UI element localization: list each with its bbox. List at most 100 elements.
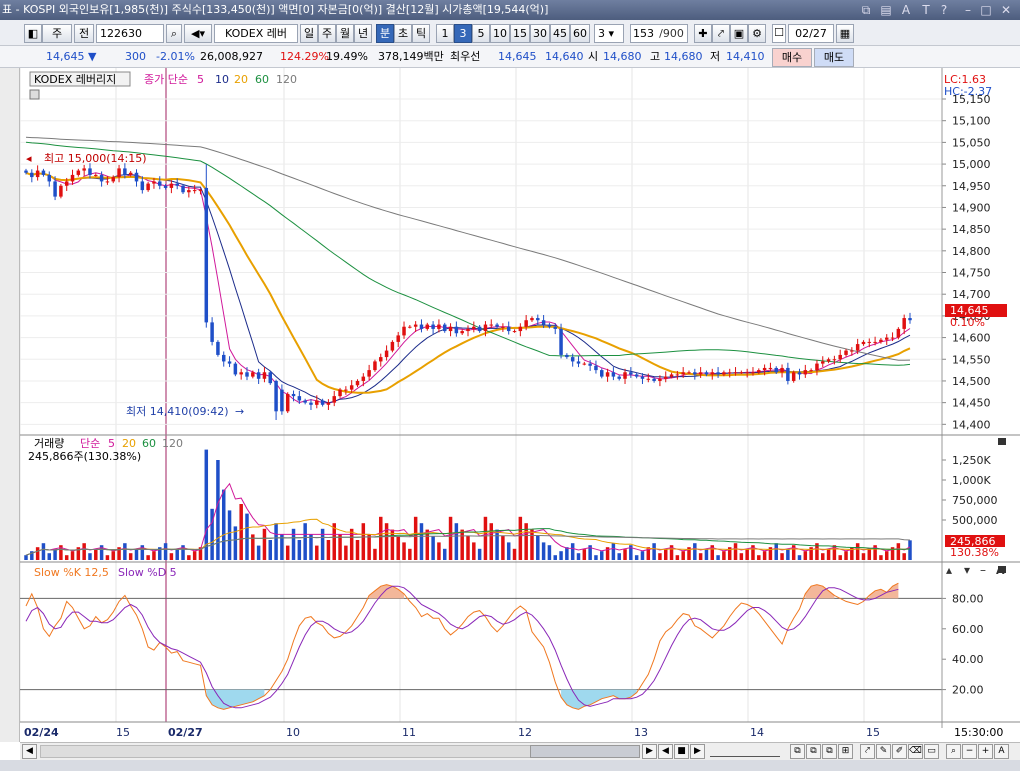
volume-bar — [326, 540, 331, 560]
date-input[interactable]: 02/27 — [788, 24, 834, 43]
ma120-line — [25, 136, 911, 361]
stoch-tick-label: 20.00 — [952, 684, 984, 697]
volume-panel-close-icon[interactable] — [998, 438, 1006, 445]
scroll-track[interactable] — [40, 745, 540, 758]
panel-add-icon[interactable]: A — [996, 564, 1005, 577]
draw-line-icon[interactable]: ⤤ — [712, 24, 730, 43]
zoom-in-icon[interactable]: + — [978, 744, 993, 759]
tab-week[interactable]: 주 — [318, 24, 336, 43]
best-ask: 14,645 — [498, 50, 537, 63]
market-select[interactable]: 주 — [42, 24, 72, 43]
screen-icon[interactable]: ▭ — [924, 744, 939, 759]
period-select[interactable]: 3 ▾ — [594, 24, 624, 43]
candle-body — [570, 357, 575, 362]
volume-bar — [704, 549, 709, 560]
maximize-icon[interactable]: □ — [980, 3, 992, 17]
text-icon[interactable]: T — [922, 3, 930, 17]
volume-bar — [530, 529, 534, 560]
search-icon[interactable]: ⌕ — [166, 24, 182, 43]
panel-minus-icon[interactable]: – — [980, 563, 986, 577]
candle-body — [495, 324, 499, 327]
candle-body — [192, 190, 197, 192]
volume-bar — [663, 549, 668, 560]
chart-area[interactable]: 15,150 15,100 15,050 15,000 14,950 14,900 14,8… — [20, 68, 1020, 742]
minute-option-5[interactable]: 5 — [472, 24, 490, 43]
save-icon[interactable]: ▣ — [730, 24, 748, 43]
restore-down-icon[interactable]: ⧉ — [861, 3, 871, 17]
compare-icon[interactable]: ⊞ — [838, 744, 853, 759]
volume-bar — [437, 542, 441, 560]
stop-icon[interactable]: ■ — [674, 744, 689, 759]
eraser-icon[interactable]: ⌫ — [908, 744, 923, 759]
calendar-icon[interactable]: ▦ — [836, 24, 854, 43]
buy-button[interactable]: 매수 — [772, 48, 812, 67]
volume-bar — [105, 555, 110, 560]
volume-info: 245,866주(130.38%) — [28, 450, 141, 463]
panel-up-icon[interactable]: ▴ — [946, 563, 952, 577]
tab-tick[interactable]: 틱 — [412, 24, 430, 43]
volume-ma120-line — [25, 535, 911, 556]
count-input[interactable]: 153 — [630, 24, 656, 43]
candle-body — [216, 341, 220, 355]
minute-option-1[interactable]: 1 — [436, 24, 454, 43]
left-tool-strip[interactable] — [0, 68, 20, 742]
tab-year[interactable]: 년 — [354, 24, 372, 43]
font-size-icon[interactable]: A — [901, 3, 911, 17]
zoom-search-icon[interactable]: ⌕ — [946, 744, 961, 759]
candle-body — [227, 361, 232, 364]
window-titlebar: 표 - KOSPI 외국인보유[1,985(천)] 주식수[133,450(천)… — [0, 0, 1020, 20]
zoom-window-icon[interactable]: ⧉ — [806, 744, 821, 759]
layout-icon[interactable]: ◧ — [24, 24, 42, 43]
tab-month[interactable]: 월 — [336, 24, 354, 43]
stoch-panel-close-icon[interactable] — [998, 566, 1006, 573]
sound-icon[interactable]: ◀▾ — [184, 24, 212, 43]
price-tick-label: 14,700 — [952, 288, 991, 301]
candle-body — [588, 363, 592, 366]
scroll-right-icon[interactable]: ▶ — [642, 744, 657, 759]
window-split-icon[interactable]: ▤ — [880, 3, 892, 17]
tab-minute[interactable]: 분 — [376, 24, 394, 43]
volume-tick-label: 1,250K — [952, 454, 991, 467]
minute-option-10[interactable]: 10 — [490, 24, 510, 43]
chart-grid — [20, 68, 942, 722]
crosshair-icon[interactable]: ✚ — [694, 24, 712, 43]
scroll-left-icon[interactable]: ◀ — [22, 744, 37, 759]
legend-ma120: 120 — [276, 73, 297, 86]
zoom-out-icon[interactable]: − — [962, 744, 977, 759]
close-icon[interactable]: ✕ — [1000, 3, 1012, 17]
gear-icon[interactable]: ⚙ — [748, 24, 766, 43]
price-tick-label: 14,900 — [952, 201, 991, 214]
scroll-thumb[interactable] — [530, 745, 640, 758]
fullscreen-icon[interactable]: A — [994, 744, 1009, 759]
minute-option-15[interactable]: 15 — [510, 24, 530, 43]
sell-button[interactable]: 매도 — [814, 48, 854, 67]
draw-tool-icon[interactable]: ⤤ — [860, 744, 875, 759]
play-icon[interactable]: ▶ — [690, 744, 705, 759]
tab-day[interactable]: 일 — [300, 24, 318, 43]
stock-code-input[interactable]: 122630 — [96, 24, 164, 43]
minute-option-60[interactable]: 60 — [570, 24, 590, 43]
help-icon[interactable]: ? — [940, 3, 948, 17]
prev-button[interactable]: 전 — [74, 24, 94, 43]
panel-collapse-icon[interactable] — [29, 89, 40, 100]
minute-option-45[interactable]: 45 — [550, 24, 570, 43]
volume-bar — [419, 523, 424, 560]
legend-ma20: 20 — [234, 73, 248, 86]
date-checkbox[interactable]: ☐ — [772, 24, 786, 43]
step-back-icon[interactable]: ◀ — [658, 744, 673, 759]
minute-option-3[interactable]: 3 — [454, 24, 472, 43]
candle-body — [408, 326, 412, 328]
volume-legend-ma120: 120 — [162, 437, 183, 450]
zoom-reset-icon[interactable]: ⧉ — [822, 744, 837, 759]
panel-down-icon[interactable]: ▾ — [964, 563, 970, 577]
speed-slider[interactable] — [710, 746, 780, 757]
candle-body — [634, 374, 639, 377]
volume-bar — [477, 548, 482, 560]
minimize-icon[interactable]: – — [965, 3, 971, 17]
volume-bar — [710, 545, 715, 560]
pen-icon[interactable]: ✐ — [892, 744, 907, 759]
zoom-fit-icon[interactable]: ⧉ — [790, 744, 805, 759]
annotate-icon[interactable]: ✎ — [876, 744, 891, 759]
tab-second[interactable]: 초 — [394, 24, 412, 43]
minute-option-30[interactable]: 30 — [530, 24, 550, 43]
